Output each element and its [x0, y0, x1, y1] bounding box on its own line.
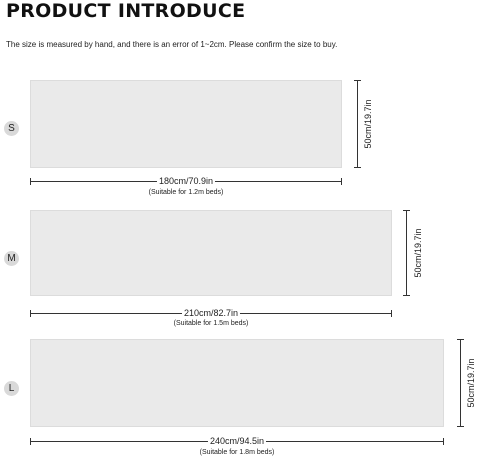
size-l-width-label: 240cm/94.5in — [207, 436, 267, 446]
size-m-height-label: 50cm/19.7in — [413, 226, 423, 280]
size-l-runner-panel — [30, 339, 444, 427]
size-s-bed-note: (Suitable for 1.2m beds) — [148, 189, 224, 196]
size-m-height-dimension — [403, 210, 410, 296]
size-m-bed-note: (Suitable for 1.5m beds) — [173, 320, 249, 327]
size-m-runner-panel — [30, 210, 392, 296]
size-m-width-label: 210cm/82.7in — [181, 308, 241, 318]
size-l-height-dimension — [457, 339, 464, 427]
size-s-height-dimension — [354, 80, 361, 168]
page-title: PRODUCT INTRODUCE — [6, 0, 246, 22]
size-s-runner-panel — [30, 80, 342, 168]
size-s-badge: S — [4, 121, 19, 136]
size-disclaimer: The size is measured by hand, and there … — [6, 40, 338, 49]
size-l-height-label: 50cm/19.7in — [466, 356, 476, 410]
size-s-width-label: 180cm/70.9in — [156, 176, 216, 186]
size-m-badge: M — [4, 251, 19, 266]
size-l-badge: L — [4, 381, 19, 396]
size-s-height-label: 50cm/19.7in — [363, 97, 373, 151]
size-l-bed-note: (Suitable for 1.8m beds) — [199, 449, 275, 456]
